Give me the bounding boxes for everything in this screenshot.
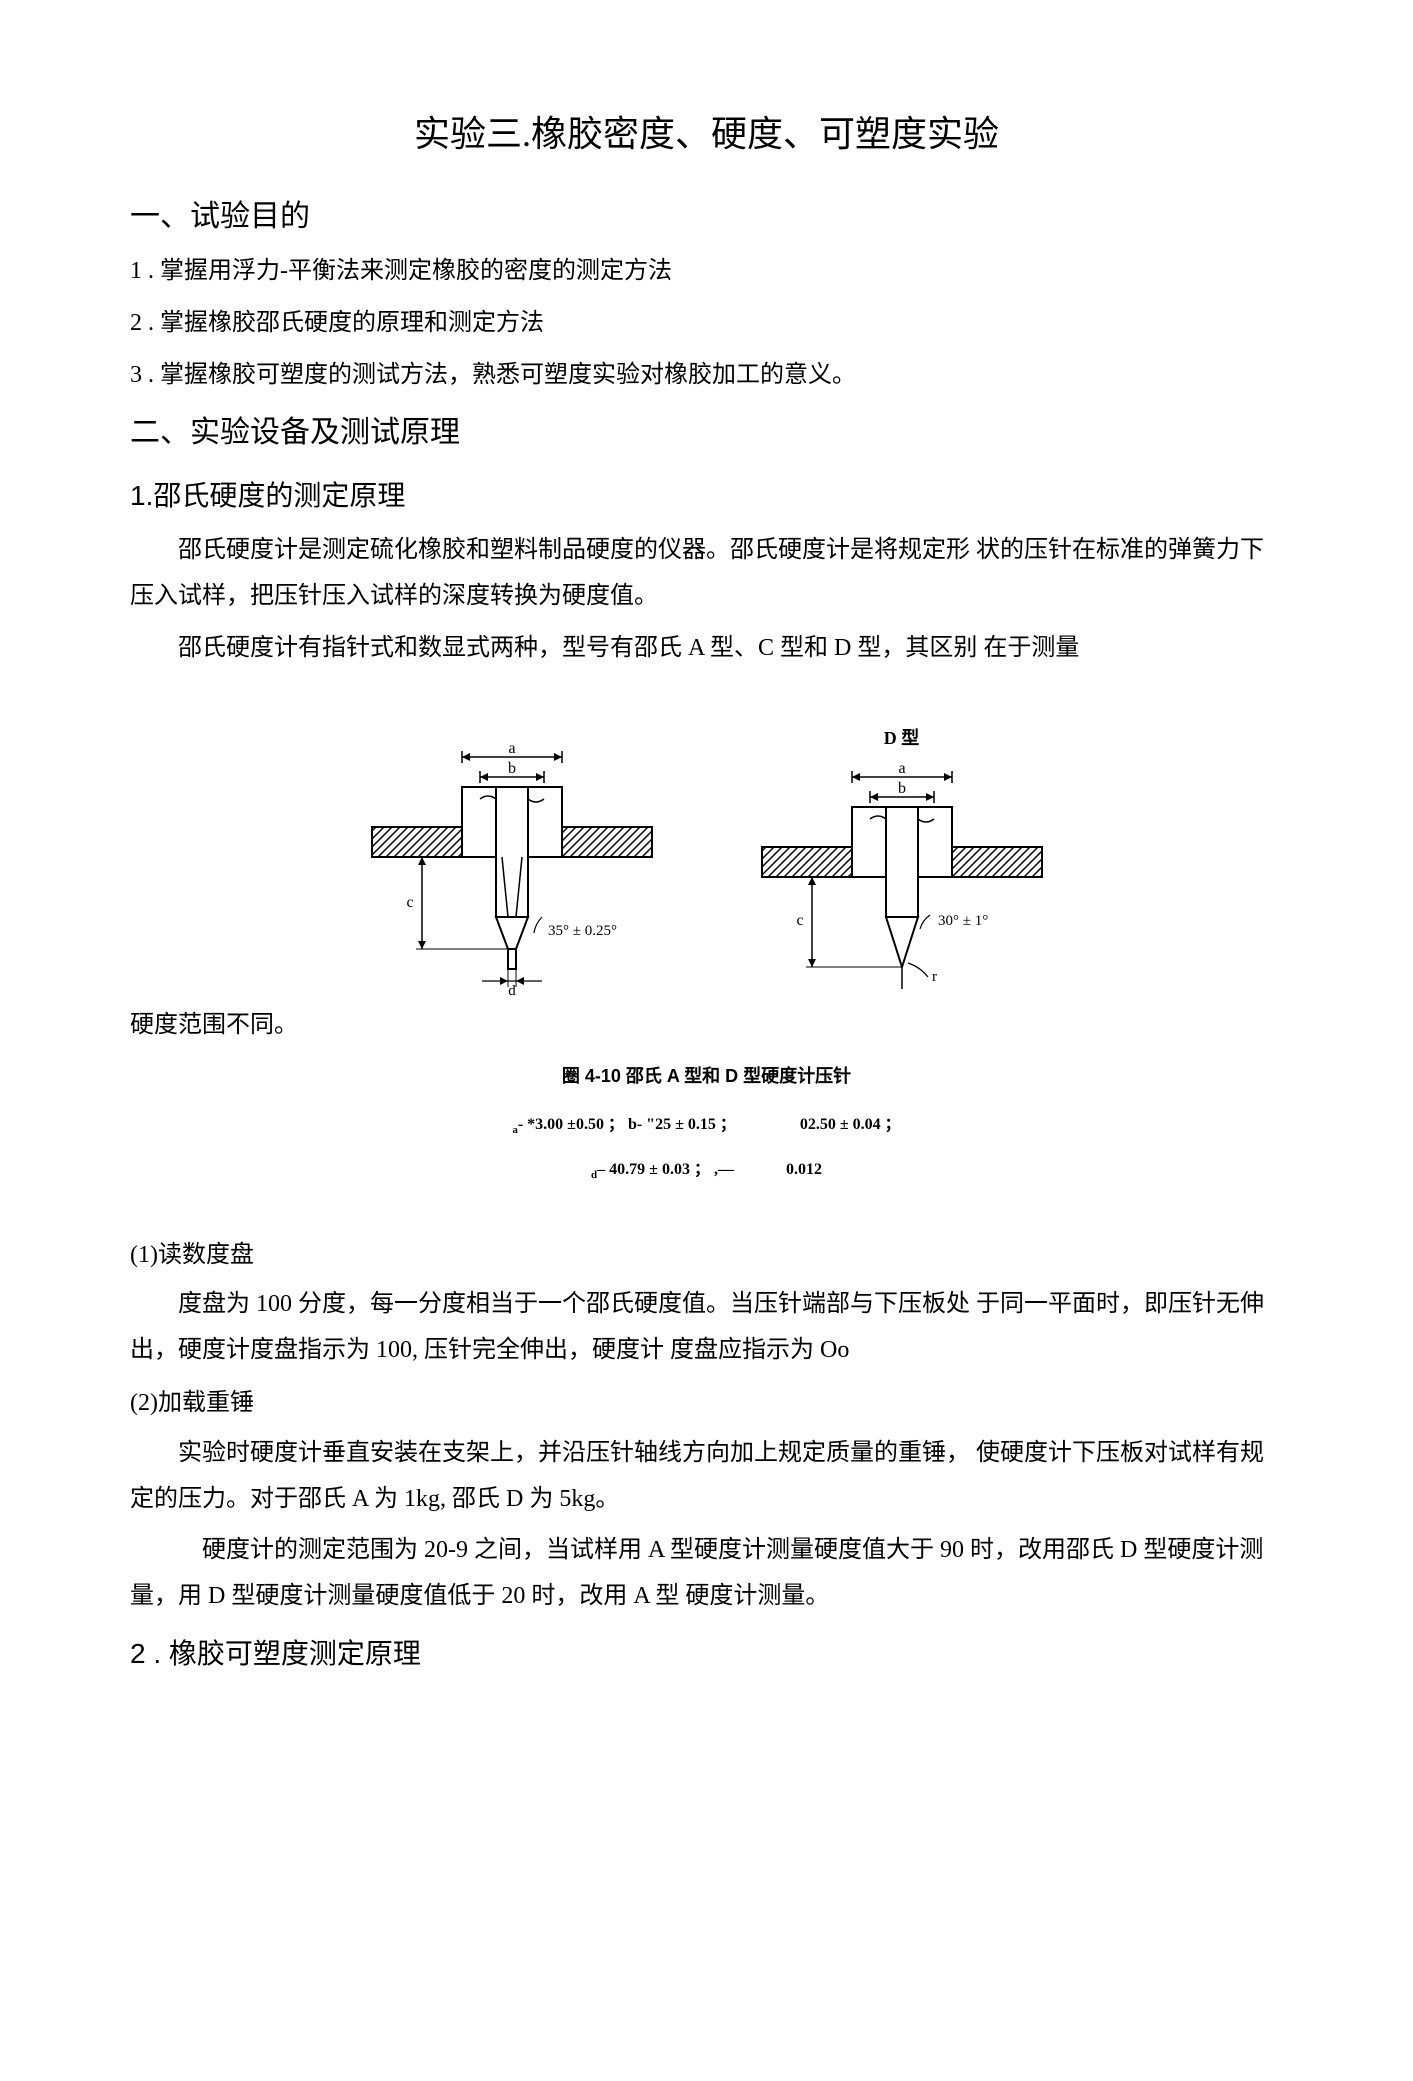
item-1-paragraph: 度盘为 100 分度，每一分度相当于一个邵氏硬度值。当压针端部与下压板处 于同一…: [130, 1282, 1283, 1373]
dim-label-c: c: [406, 894, 413, 911]
section-2-1-heading: 1.邵氏硬度的测定原理: [130, 469, 1283, 522]
figure-caption: 圈 4-10 邵氏 A 型和 D 型硬度计压针: [130, 1059, 1283, 1093]
figure-dimensions: a- *3.00 ±0.50 ； b- "25 ± 0.15 ； 02.50 ±…: [130, 1103, 1283, 1193]
item-2-paragraph-2: 硬度计的测定范围为 20-9 之间，当试样用 A 型硬度计测量硬度值大于 90 …: [130, 1528, 1283, 1619]
paragraph-1: 邵氏硬度计是测定硫化橡胶和塑料制品硬度的仪器。邵氏硬度计是将规定形 状的压针在标…: [130, 528, 1283, 619]
indenter-d-type: D 型 a b: [752, 721, 1052, 997]
dim-label-b: b: [508, 760, 516, 777]
paragraph-2: 邵氏硬度计有指针式和数显式两种，型号有邵氏 A 型、C 型和 D 型，其区别 在…: [130, 626, 1283, 672]
angle-a: 35° ± 0.25°: [548, 923, 617, 939]
paragraph-2-continued: 硬度范围不同。: [130, 1003, 1283, 1049]
objective-1: 1 . 掌握用浮力-平衡法来测定橡胶的密度的测定方法: [130, 249, 1283, 295]
section-2-2-heading: 2 . 橡胶可塑度测定原理: [130, 1627, 1283, 1680]
d-type-label: D 型: [884, 721, 920, 755]
svg-text:c: c: [796, 912, 803, 929]
item-1-heading: (1)读数度盘: [130, 1233, 1283, 1279]
figure-4-10: a b: [130, 721, 1283, 997]
indenter-a-type: a b: [362, 737, 662, 997]
dim-label-a: a: [508, 740, 515, 757]
angle-d: 30° ± 1°: [938, 913, 988, 929]
objective-3: 3 . 掌握橡胶可塑度的测试方法，熟悉可塑度实验对橡胶加工的意义。: [130, 353, 1283, 399]
item-2-heading: (2)加载重锤: [130, 1381, 1283, 1427]
svg-text:b: b: [898, 780, 906, 797]
svg-text:a: a: [898, 760, 905, 777]
page-title: 实验三.橡胶密度、硬度、可塑度实验: [130, 100, 1283, 168]
dim-label-d: d: [508, 983, 516, 997]
item-2-paragraph-1: 实验时硬度计垂直安装在支架上，并沿压针轴线方向加上规定质量的重锤， 使硬度计下压…: [130, 1431, 1283, 1522]
section-1-heading: 一、试验目的: [130, 188, 1283, 245]
svg-text:r: r: [932, 969, 937, 985]
objective-2: 2 . 掌握橡胶邵氏硬度的原理和测定方法: [130, 301, 1283, 347]
section-2-heading: 二、实验设备及测试原理: [130, 404, 1283, 461]
